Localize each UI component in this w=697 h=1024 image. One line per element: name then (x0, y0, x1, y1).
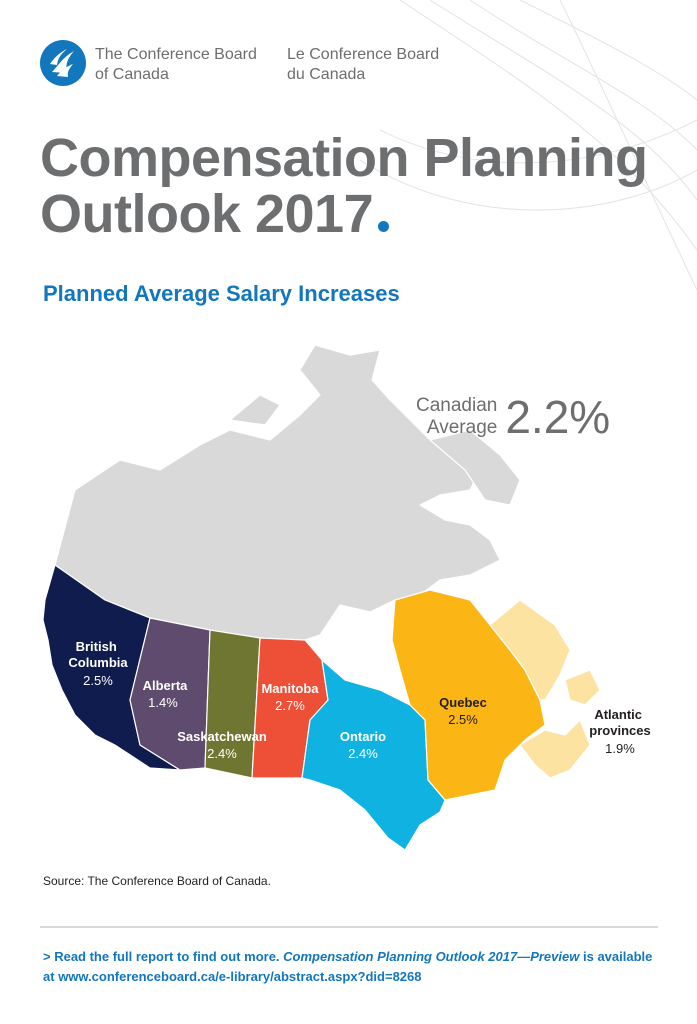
footer-middle: is available at (43, 949, 653, 984)
org-name-french-line-1: Le Conference Board (287, 46, 440, 63)
map-region-arctic-islands (229, 394, 281, 426)
label-atlantic-line-2: provinces (589, 723, 650, 738)
decorative-swirl (359, 0, 697, 291)
canadian-average: Canadian Average 2.2% (416, 393, 610, 441)
label-british-columbia-line-2: Columbia (68, 655, 128, 670)
canadian-average-label-line-2: Average (426, 417, 498, 438)
page-title: Compensation Planning Outlook 2017 (40, 130, 648, 242)
canadian-average-value: 2.2% (505, 391, 611, 443)
map-region-atlantic-maritimes (519, 719, 591, 779)
value-atlantic: 1.9% (605, 741, 635, 756)
org-name-french: Le Conference Board du Canada (287, 45, 439, 85)
conference-board-logo (40, 40, 86, 86)
page-title-line-1: Compensation Planning (40, 128, 648, 188)
label-saskatchewan: Saskatchewan (177, 729, 267, 744)
org-name-english-line-1: The Conference Board (95, 46, 257, 63)
svg-text:Atlantic provinces: Atlantic provinces (589, 707, 650, 738)
canadian-average-label: Canadian Average (416, 395, 497, 439)
map-region-ontario (301, 659, 446, 851)
value-saskatchewan: 2.4% (207, 746, 237, 761)
page-title-line-2: Outlook 2017 (40, 184, 374, 244)
value-manitoba: 2.7% (275, 698, 305, 713)
report-link[interactable]: www.conferenceboard.ca/e-library/abstrac… (58, 969, 422, 984)
org-name-english-line-2: of Canada (95, 66, 169, 83)
map-region-baffin (429, 429, 521, 506)
org-name-french-line-2: du Canada (287, 66, 366, 83)
map-region-north (54, 344, 501, 641)
source-note: Source: The Conference Board of Canada. (43, 874, 271, 888)
label-atlantic-line-1: Atlantic (594, 707, 642, 722)
label-alberta: Alberta (143, 678, 189, 693)
footer-cta: > Read the full report to find out more.… (43, 947, 663, 987)
value-alberta: 1.4% (148, 695, 178, 710)
canadian-average-label-line-1: Canadian (416, 395, 498, 416)
footer-prefix: > Read the full report to find out more. (43, 949, 280, 964)
org-name-english: The Conference Board of Canada (95, 45, 257, 85)
value-british-columbia: 2.5% (83, 673, 113, 688)
canada-map: British Columbia 2.5% Alberta 1.4% Saska… (42, 344, 651, 851)
label-british-columbia-line-1: British (76, 639, 117, 654)
map-region-atlantic (489, 599, 571, 701)
map-region-newfoundland (564, 669, 601, 706)
label-quebec: Quebec (439, 695, 487, 710)
label-manitoba: Manitoba (261, 681, 319, 696)
svg-text:British Columbia: British Columbia (68, 639, 128, 670)
map-subtitle: Planned Average Salary Increases (43, 281, 400, 306)
divider (40, 926, 658, 928)
label-ontario: Ontario (340, 729, 386, 744)
footer-report-title: Compensation Planning Outlook 2017—Previ… (283, 949, 580, 964)
title-dot (378, 221, 390, 232)
value-ontario: 2.4% (348, 746, 378, 761)
value-quebec: 2.5% (448, 712, 478, 727)
